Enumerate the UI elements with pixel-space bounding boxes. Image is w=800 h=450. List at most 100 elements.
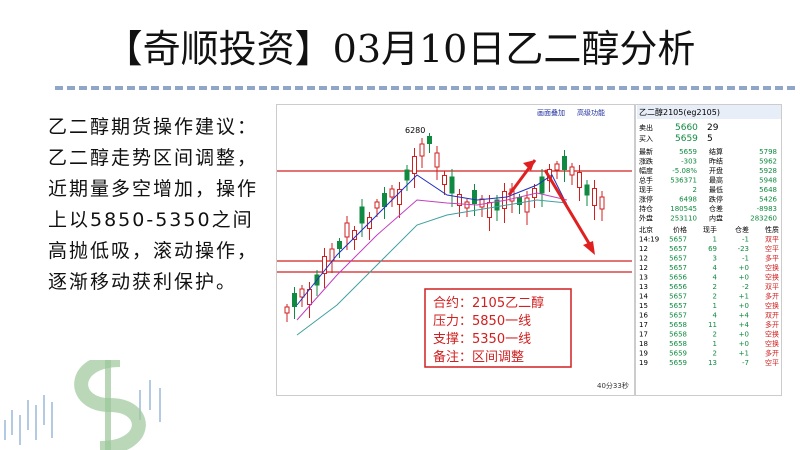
trade-cell: 14 — [639, 293, 648, 301]
stat-cell: 5948 — [759, 177, 777, 185]
trade-cell: 4 — [713, 274, 718, 282]
candle-body — [442, 175, 447, 185]
trade-cell: 5658 — [669, 331, 687, 339]
stat-cell: 外盘 — [639, 214, 653, 223]
trade-cell: 多开 — [765, 320, 779, 329]
trade-cell: 5658 — [669, 321, 687, 329]
trade-cell: 16 — [639, 312, 648, 320]
candle-body — [569, 166, 575, 176]
stat-cell: 180545 — [670, 205, 697, 213]
candle-body — [562, 156, 567, 170]
trade-cell: 1 — [713, 236, 717, 244]
candle-body — [524, 197, 530, 213]
trade-cell: 18 — [639, 340, 648, 348]
trade-cell: 3 — [713, 255, 717, 263]
book-cell: 5659 — [675, 134, 698, 144]
quote-title: 乙二醇2105(eg2105) — [639, 107, 720, 117]
candle-body — [292, 293, 297, 307]
stat-cell: 总手 — [639, 176, 653, 185]
candle-body — [344, 222, 350, 238]
candle-body — [479, 198, 485, 208]
stat-cell: 仓差 — [709, 204, 723, 213]
stat-cell: 内盘 — [709, 214, 723, 223]
trade-cell: 5657 — [669, 302, 687, 310]
trade-cell: 12 — [639, 245, 648, 253]
stat-cell: 涨停 — [639, 195, 653, 204]
stat-cell: 持仓 — [639, 204, 653, 213]
trade-cell: 双开 — [765, 312, 779, 320]
note: 压力：5850一线 — [433, 314, 531, 329]
note: 合约：2105乙二醇 — [433, 295, 544, 311]
candle-body — [434, 152, 440, 168]
trade-cell: +1 — [739, 293, 749, 301]
candle-body — [284, 306, 290, 314]
book-cell: 买入 — [639, 135, 653, 143]
stat-cell: 5426 — [759, 196, 777, 204]
stat-cell: 5659 — [679, 148, 697, 156]
stat-cell: 6498 — [679, 196, 697, 204]
candle-body — [419, 143, 425, 157]
trade-header: 现手 — [703, 225, 717, 234]
candle-body — [359, 206, 365, 224]
trade-cell: 空换 — [765, 263, 779, 272]
trade-cell: 2 — [713, 293, 717, 301]
trade-cell: 多开 — [765, 349, 779, 358]
trade-header: 仓差 — [735, 225, 749, 234]
trade-cell: 5657 — [669, 245, 687, 253]
stat-cell: 5928 — [759, 167, 777, 175]
trade-header: 性质 — [765, 225, 779, 234]
title: 【奇顺投资】03月10日乙二醇分析 — [104, 27, 696, 71]
quote-header-bg — [637, 105, 783, 119]
stat-cell: 2 — [693, 186, 697, 194]
trade-cell: +4 — [739, 321, 750, 329]
stat-cell: 253110 — [670, 215, 697, 223]
trade-cell: 双平 — [765, 283, 779, 291]
stat-cell: 幅度 — [639, 166, 653, 175]
stat-cell: 536371 — [670, 177, 697, 185]
top-link[interactable]: 高级功能 — [577, 108, 605, 117]
trade-cell: 2 — [713, 350, 717, 358]
stat-cell: 5962 — [759, 158, 777, 166]
book-cell: 5660 — [675, 123, 698, 133]
stat-cell: -303 — [681, 158, 697, 166]
trade-cell: 5657 — [669, 312, 687, 320]
trade-cell: 2 — [713, 331, 717, 339]
candle-body — [389, 188, 395, 198]
trade-cell: 5656 — [669, 274, 687, 282]
trade-cell: -7 — [742, 359, 749, 367]
trade-cell: 空换 — [765, 330, 779, 339]
candle-body — [374, 201, 380, 209]
body-text: 乙二醇期货操作建议：乙二醇走势区间调整，近期量多空增加，操作上以5850-535… — [48, 116, 259, 293]
top-link[interactable]: 画面叠加 — [537, 108, 565, 117]
stat-cell: 跌停 — [709, 195, 723, 204]
trade-cell: 5659 — [669, 359, 687, 367]
trade-cell: +0 — [739, 302, 749, 310]
trade-cell: 17 — [639, 321, 648, 329]
candle-body — [584, 184, 590, 196]
time-label: 40分33秒 — [597, 381, 629, 390]
trade-cell: 11 — [708, 321, 717, 329]
trade-cell: +4 — [739, 312, 750, 320]
trade-header: 北京 — [639, 225, 653, 234]
trade-cell: 13 — [639, 274, 648, 282]
candle-body — [404, 169, 410, 181]
divider — [55, 86, 795, 90]
candle-body — [472, 190, 477, 204]
stat-cell: 最低 — [709, 185, 723, 194]
candle-body — [322, 256, 327, 274]
trade-cell: 5657 — [669, 293, 687, 301]
candle-body — [412, 156, 417, 174]
candle-body — [337, 241, 342, 249]
stat-cell: 结算 — [709, 147, 723, 156]
book-cell: 卖出 — [639, 123, 653, 132]
candle-body — [494, 199, 500, 211]
trade-cell: 2 — [713, 283, 717, 291]
decoration — [4, 360, 161, 450]
trade-cell: 双平 — [765, 236, 779, 244]
candle-body — [382, 193, 387, 207]
candle-body — [554, 163, 560, 171]
trade-cell: -1 — [742, 255, 749, 263]
candle-body — [599, 196, 605, 210]
trade-cell: 多平 — [765, 254, 779, 263]
stat-cell: 最新 — [639, 147, 653, 156]
